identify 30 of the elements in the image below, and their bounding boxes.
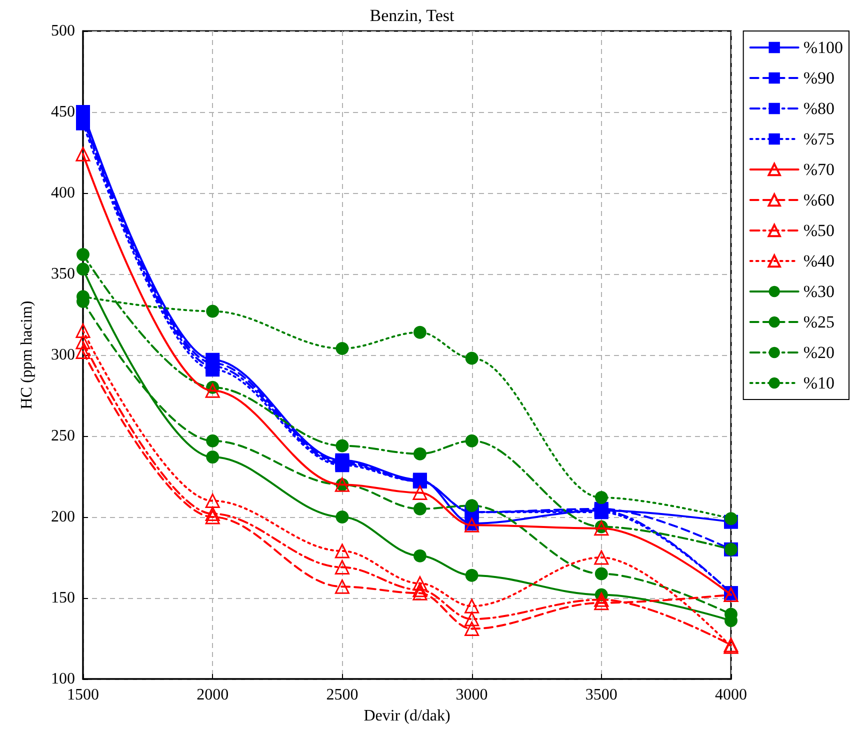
x-tick-label: 2500: [326, 686, 358, 704]
legend-label: %25: [803, 312, 835, 332]
y-tick-label: 100: [51, 670, 75, 688]
x-axis-title: Devir (d/dak): [364, 707, 450, 724]
x-tick-label: 2000: [196, 686, 229, 704]
legend-label: %50: [803, 221, 835, 240]
legend-label: %10: [803, 374, 835, 392]
y-tick-label: 250: [51, 428, 75, 444]
legend-label: %90: [803, 68, 835, 88]
legend-label: %75: [803, 130, 835, 148]
y-tick-label: 350: [51, 266, 75, 282]
x-tick-label: 3500: [585, 686, 618, 704]
legend-label: %70: [803, 160, 835, 179]
y-tick-label: 450: [51, 104, 75, 120]
y-axis-title: HC (ppm hacim): [18, 300, 36, 410]
y-tick-label: 150: [51, 590, 75, 606]
y-tick-label: 300: [51, 346, 75, 364]
x-tick-label: 1500: [67, 686, 99, 704]
legend-label: %30: [803, 282, 835, 301]
y-tick-label: 500: [51, 22, 75, 40]
legend-label: %80: [803, 99, 835, 118]
legend-label: %40: [803, 252, 835, 270]
y-tick-label: 200: [51, 508, 75, 526]
x-tick-label: 3000: [456, 686, 488, 704]
y-tick-label: 400: [51, 184, 75, 202]
legend-label: %60: [803, 190, 835, 210]
chart-title: Benzin, Test: [370, 6, 454, 25]
legend-label: %100: [803, 38, 844, 57]
x-tick-label: 4000: [715, 686, 747, 704]
legend-label: %20: [803, 343, 835, 362]
